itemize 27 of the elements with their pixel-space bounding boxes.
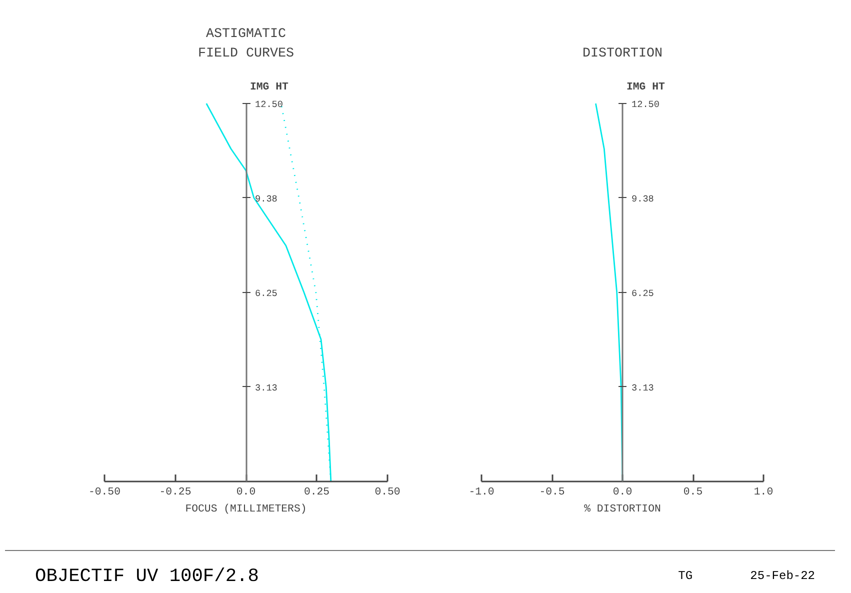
text: TG 25-Feb-22	[678, 568, 815, 583]
y-tick-label: 3.13	[632, 382, 654, 394]
x-tick-label: 0.50	[374, 486, 400, 498]
chart-title: ASTIGMATIC FIELD CURVES	[198, 27, 294, 62]
x-tick-label: 0.0	[612, 486, 632, 498]
x-tick-label: -1.0	[468, 486, 494, 498]
x-tick-label: 0.0	[236, 486, 256, 498]
y-axis-title: IMG HT	[626, 82, 666, 94]
x-tick-label: 1.0	[754, 486, 774, 498]
x-axis-title: FOCUS (MILLIMETERS)	[185, 504, 307, 516]
line-series	[595, 102, 624, 482]
x-tick-label: 0.25	[304, 486, 330, 498]
y-tick-label: 9.38	[255, 193, 278, 204]
y-tick-label: 9.38	[632, 193, 654, 204]
y-tick-label: 12.50	[255, 99, 284, 110]
y-tick-label: 6.25	[255, 288, 278, 299]
text: OBJECTIF UV 100F/2.8	[34, 564, 259, 589]
x-tick-label: -0.50	[88, 486, 120, 498]
y-tick-label: 12.50	[632, 99, 660, 110]
x-axis-title: % DISTORTION	[584, 504, 661, 516]
y-axis-title: IMG HT	[250, 82, 289, 94]
chart-title: DISTORTION	[582, 46, 662, 62]
y-tick-label: 3.13	[255, 382, 278, 394]
x-tick-label: -0.25	[159, 486, 192, 498]
x-tick-label: -0.5	[539, 486, 565, 498]
x-tick-label: 0.5	[683, 486, 703, 498]
y-tick-label: 6.25	[632, 288, 654, 299]
